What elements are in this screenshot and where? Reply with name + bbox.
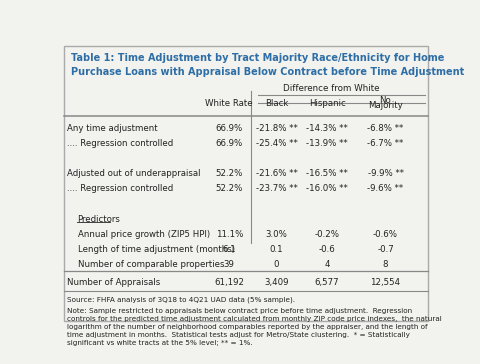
Text: -21.8% **: -21.8% ** bbox=[256, 124, 298, 133]
Text: Annual price growth (ZIP5 HPI): Annual price growth (ZIP5 HPI) bbox=[67, 230, 211, 239]
Text: 6,577: 6,577 bbox=[315, 278, 339, 287]
Text: Note: Sample restricted to appraisals below contract price before time adjustmen: Note: Sample restricted to appraisals be… bbox=[67, 308, 442, 346]
Text: -14.3% **: -14.3% ** bbox=[306, 124, 348, 133]
Text: -6.8% **: -6.8% ** bbox=[367, 124, 404, 133]
Text: 3,409: 3,409 bbox=[264, 278, 289, 287]
Text: -13.9% **: -13.9% ** bbox=[306, 139, 348, 148]
Text: Majority: Majority bbox=[368, 100, 403, 110]
Text: Hispanic: Hispanic bbox=[309, 99, 346, 108]
Text: -21.6% **: -21.6% ** bbox=[256, 169, 298, 178]
FancyBboxPatch shape bbox=[64, 47, 428, 321]
Text: 66.9%: 66.9% bbox=[216, 124, 243, 133]
Text: 8: 8 bbox=[383, 260, 388, 269]
Text: 6.1: 6.1 bbox=[222, 245, 236, 254]
Text: -23.7% **: -23.7% ** bbox=[256, 185, 298, 193]
Text: 12,554: 12,554 bbox=[371, 278, 401, 287]
Text: 0: 0 bbox=[274, 260, 279, 269]
Text: White Rate: White Rate bbox=[205, 99, 253, 108]
Text: 61,192: 61,192 bbox=[214, 278, 244, 287]
Text: 39: 39 bbox=[224, 260, 235, 269]
Text: 52.2%: 52.2% bbox=[216, 169, 243, 178]
Text: -25.4% **: -25.4% ** bbox=[256, 139, 298, 148]
Text: Black: Black bbox=[265, 99, 288, 108]
Text: .... Regression controlled: .... Regression controlled bbox=[67, 185, 174, 193]
Text: -16.0% **: -16.0% ** bbox=[306, 185, 348, 193]
Text: 52.2%: 52.2% bbox=[216, 185, 243, 193]
Text: Any time adjustment: Any time adjustment bbox=[67, 124, 158, 133]
Text: Number of comparable properties: Number of comparable properties bbox=[67, 260, 225, 269]
Text: Length of time adjustment (months): Length of time adjustment (months) bbox=[67, 245, 235, 254]
Text: 3.0%: 3.0% bbox=[265, 230, 288, 239]
Text: -6.7% **: -6.7% ** bbox=[367, 139, 404, 148]
Text: -0.6%: -0.6% bbox=[373, 230, 398, 239]
Text: Difference from White: Difference from White bbox=[283, 84, 379, 93]
Text: 4: 4 bbox=[324, 260, 330, 269]
Text: -9.9% **: -9.9% ** bbox=[368, 169, 404, 178]
Text: Source: FHFA analysis of 3Q18 to 4Q21 UAD data (5% sample).: Source: FHFA analysis of 3Q18 to 4Q21 UA… bbox=[67, 296, 295, 302]
Text: .... Regression controlled: .... Regression controlled bbox=[67, 139, 174, 148]
Text: 66.9%: 66.9% bbox=[216, 139, 243, 148]
Text: -0.7: -0.7 bbox=[377, 245, 394, 254]
Text: Table 1: Time Adjustment by Tract Majority Race/Ethnicity for Home
Purchase Loan: Table 1: Time Adjustment by Tract Majori… bbox=[71, 54, 465, 77]
Text: 0.1: 0.1 bbox=[270, 245, 283, 254]
Text: -9.6% **: -9.6% ** bbox=[367, 185, 404, 193]
Text: -0.6: -0.6 bbox=[319, 245, 336, 254]
Text: -0.2%: -0.2% bbox=[314, 230, 339, 239]
Text: Number of Appraisals: Number of Appraisals bbox=[67, 278, 161, 287]
Text: Adjusted out of underappraisal: Adjusted out of underappraisal bbox=[67, 169, 201, 178]
Text: Predictors: Predictors bbox=[77, 215, 120, 223]
Text: -16.5% **: -16.5% ** bbox=[306, 169, 348, 178]
Text: 11.1%: 11.1% bbox=[216, 230, 243, 239]
Text: No: No bbox=[380, 96, 391, 105]
